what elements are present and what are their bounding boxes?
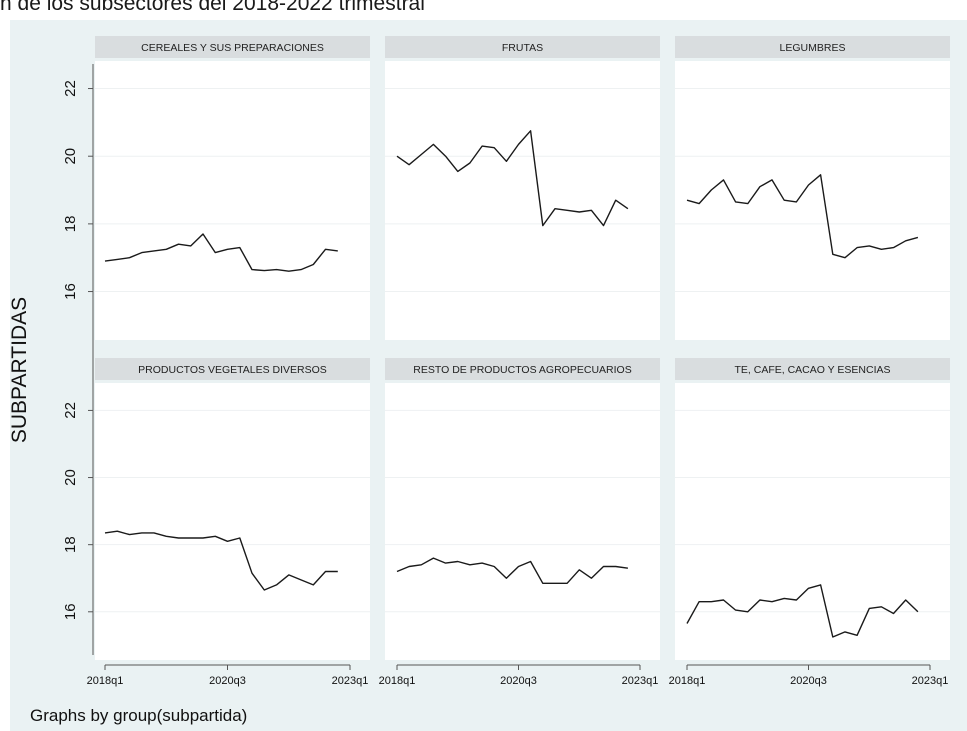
panel-title-1: CEREALES Y SUS PREPARACIONES bbox=[141, 42, 324, 54]
y-tick-label: 18 bbox=[62, 216, 79, 233]
y-tick-label: 20 bbox=[62, 148, 79, 165]
panel-header bbox=[675, 36, 950, 58]
panel-body bbox=[95, 383, 370, 660]
x-tick-label: 2020q3 bbox=[500, 675, 537, 687]
panel-title-4: PRODUCTOS VEGETALES DIVERSOS bbox=[138, 364, 327, 376]
x-tick-label: 2018q1 bbox=[379, 675, 416, 687]
panel-title-2: FRUTAS bbox=[502, 42, 543, 54]
x-tick-label: 2018q1 bbox=[87, 675, 124, 687]
chart-title: n de los subsectores del 2018-2022 trime… bbox=[0, 0, 425, 15]
graphs-by-note: Graphs by group(subpartida) bbox=[30, 706, 248, 725]
panel-body bbox=[385, 61, 660, 340]
series-line-2 bbox=[396, 130, 629, 227]
x-tick-label: 2020q3 bbox=[209, 675, 246, 687]
panel-title-6: TE, CAFE, CACAO Y ESENCIAS bbox=[735, 364, 891, 376]
panel-title-5: RESTO DE PRODUCTOS AGROPECUARIOS bbox=[413, 364, 631, 376]
panel-title-3: LEGUMBRES bbox=[780, 42, 846, 54]
series-line-1 bbox=[104, 233, 338, 272]
panel-header bbox=[95, 358, 370, 380]
series-line-6 bbox=[686, 584, 919, 638]
panel-body bbox=[675, 383, 950, 660]
panel-body bbox=[675, 61, 950, 340]
panel-body bbox=[95, 61, 370, 340]
x-tick-label: 2020q3 bbox=[790, 675, 827, 687]
y-tick-label: 18 bbox=[62, 536, 79, 553]
panel-header bbox=[385, 36, 660, 58]
y-tick-label: 16 bbox=[62, 603, 79, 620]
y-tick-label: 22 bbox=[62, 402, 79, 419]
y-tick-label: 16 bbox=[62, 283, 79, 300]
y-tick-label: 22 bbox=[62, 80, 79, 97]
panel-body bbox=[385, 383, 660, 660]
x-tick-label: 2023q1 bbox=[332, 675, 369, 687]
x-tick-label: 2023q1 bbox=[622, 675, 659, 687]
panel-header bbox=[95, 36, 370, 58]
x-tick-label: 2018q1 bbox=[669, 675, 706, 687]
series-line-5 bbox=[396, 557, 628, 584]
series-line-3 bbox=[686, 174, 919, 259]
series-line-4 bbox=[104, 530, 338, 591]
panel-header bbox=[675, 358, 950, 380]
y-tick-label: 20 bbox=[62, 469, 79, 486]
x-tick-label: 2023q1 bbox=[912, 675, 949, 687]
panel-header bbox=[385, 358, 660, 380]
